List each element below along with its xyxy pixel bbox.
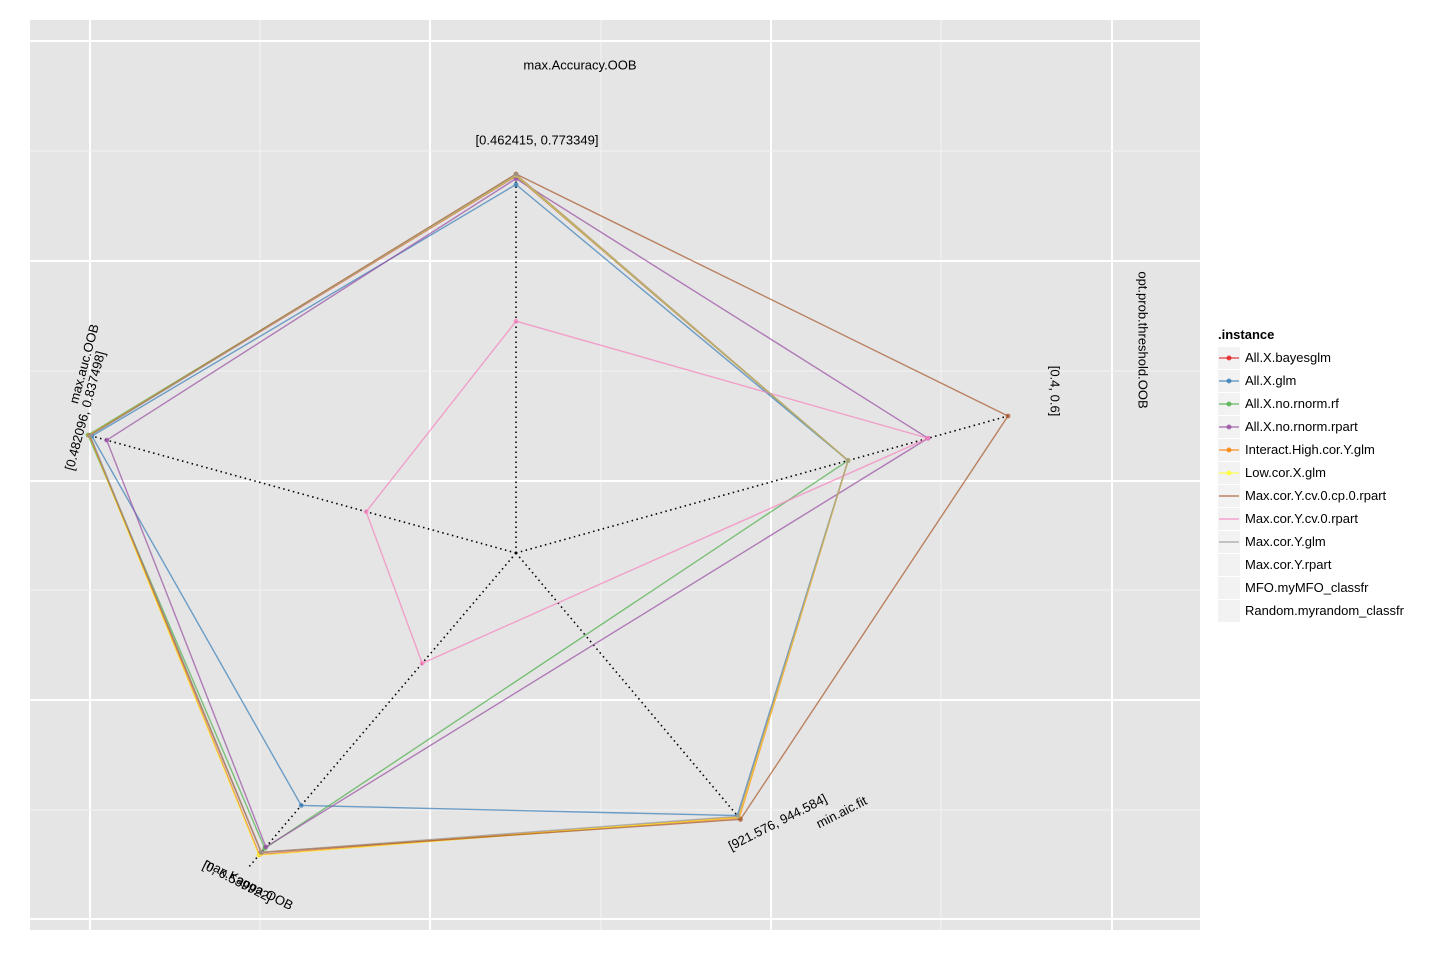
legend-item: All.X.bayesglm <box>1218 347 1331 369</box>
legend-item: Max.cor.Y.cv.0.cp.0.rpart <box>1218 485 1387 507</box>
data-point-Max.cor.Y.cv.0.rpart <box>513 318 519 324</box>
legend-label: Low.cor.X.glm <box>1245 465 1326 480</box>
legend-label: Max.cor.Y.rpart <box>1245 557 1332 572</box>
legend-marker-icon <box>1226 401 1232 407</box>
legend-label: All.X.glm <box>1245 373 1296 388</box>
spoke-2 <box>515 552 742 821</box>
axis-name-0: max.Accuracy.OOB <box>523 57 636 72</box>
legend-label: MFO.myMFO_classfr <box>1245 580 1369 595</box>
axis-range-1: [0.4, 0.6] <box>1048 366 1063 417</box>
data-point-Max.cor.Y.glm <box>87 433 93 439</box>
legend-item: MFO.myMFO_classfr <box>1218 577 1369 599</box>
grid <box>30 20 1200 930</box>
legend-key <box>1218 554 1240 576</box>
series-line-All.X.glm <box>90 183 849 817</box>
legend-marker-icon <box>1226 447 1232 453</box>
legend-label: All.X.no.rnorm.rf <box>1245 396 1339 411</box>
legend-item: All.X.no.rnorm.rpart <box>1218 416 1358 438</box>
legend-label: All.X.no.rnorm.rpart <box>1245 419 1358 434</box>
plot-panel <box>30 20 1200 930</box>
legend-label: Interact.High.cor.Y.glm <box>1245 442 1375 457</box>
data-point-Max.cor.Y.cv.0.cp.0.rpart <box>1005 413 1011 419</box>
legend-label: Max.cor.Y.glm <box>1245 534 1326 549</box>
legend-label: Random.myrandom_classfr <box>1245 603 1405 618</box>
data-point-All.X.glm <box>513 182 519 187</box>
data-point-All.X.no.rnorm.rpart <box>104 437 110 443</box>
legend-title: .instance <box>1218 327 1274 342</box>
axis-name-1: opt.prob.threshold.OOB <box>1136 271 1151 408</box>
legend-item: All.X.glm <box>1218 370 1296 392</box>
legend-item: Random.myrandom_classfr <box>1218 600 1405 622</box>
legend-label: Max.cor.Y.cv.0.cp.0.rpart <box>1245 488 1387 503</box>
legend-item: Max.cor.Y.cv.0.rpart <box>1218 508 1358 530</box>
legend-marker-icon <box>1226 355 1232 361</box>
legend-marker-icon <box>1226 378 1232 384</box>
data-point-Max.cor.Y.cv.0.rpart <box>363 509 369 515</box>
data-point-Max.cor.Y.glm <box>258 849 264 855</box>
data-point-Max.cor.Y.cv.0.rpart <box>925 435 931 441</box>
series-line-Max.cor.Y.glm <box>89 173 849 854</box>
legend-marker-icon <box>1226 470 1232 476</box>
data-point-All.X.no.rnorm.rpart <box>513 176 519 182</box>
data-point-All.X.no.rnorm.rpart <box>263 844 269 850</box>
data-point-Max.cor.Y.glm <box>513 172 519 177</box>
legend: .instance All.X.bayesglm All.X.glm All.X.n… <box>1218 327 1405 622</box>
legend-item: All.X.no.rnorm.rf <box>1218 393 1339 415</box>
legend-item: Max.cor.Y.glm <box>1218 531 1326 553</box>
series-group <box>85 171 1011 858</box>
data-point-Max.cor.Y.glm <box>845 458 851 463</box>
legend-items: All.X.bayesglm All.X.glm All.X.no.rnorm.rf… <box>1218 347 1405 622</box>
axis-range-0: [0.462415, 0.773349] <box>476 132 599 147</box>
legend-item: Max.cor.Y.rpart <box>1218 554 1332 576</box>
legend-item: Interact.High.cor.Y.glm <box>1218 439 1375 461</box>
data-point-Max.cor.Y.cv.0.rpart <box>419 660 425 666</box>
legend-marker-icon <box>1226 424 1232 430</box>
legend-key <box>1218 600 1240 622</box>
data-point-Max.cor.Y.glm <box>735 813 741 819</box>
legend-item: Low.cor.X.glm <box>1218 462 1326 484</box>
legend-label: Max.cor.Y.cv.0.rpart <box>1245 511 1358 526</box>
legend-key <box>1218 577 1240 599</box>
data-point-All.X.glm <box>298 803 304 808</box>
legend-label: All.X.bayesglm <box>1245 350 1331 365</box>
